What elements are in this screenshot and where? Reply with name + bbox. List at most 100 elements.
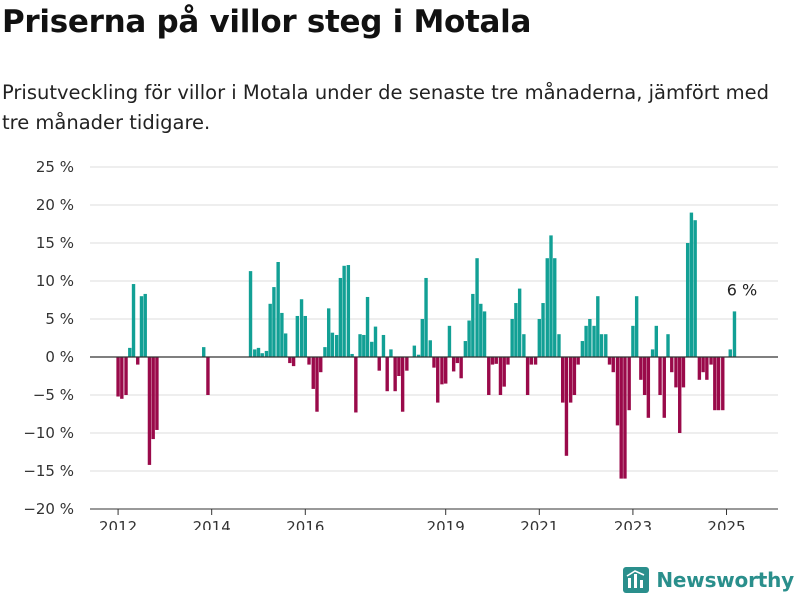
- bars: [116, 212, 737, 479]
- bar: [291, 357, 296, 367]
- y-tick-label: 20 %: [36, 196, 74, 214]
- y-tick-label: 0 %: [45, 348, 74, 366]
- bar: [545, 258, 549, 357]
- axes: [90, 356, 778, 510]
- bar: [424, 277, 428, 357]
- bar: [553, 258, 557, 357]
- brand-logo: Newsworthy: [622, 566, 794, 594]
- x-tick-label: 2012: [99, 518, 137, 530]
- bar: [358, 334, 362, 357]
- bar: [646, 357, 651, 418]
- bar: [728, 349, 732, 357]
- bar: [517, 288, 522, 357]
- bar: [373, 326, 378, 357]
- bar: [385, 357, 389, 392]
- bar: [662, 357, 666, 418]
- bar: [631, 325, 635, 357]
- x-tick-label: 2016: [286, 518, 324, 530]
- bar: [276, 262, 280, 357]
- bar: [432, 357, 436, 368]
- bar: [541, 303, 545, 357]
- bar: [697, 357, 702, 380]
- y-tick-label: −5 %: [33, 386, 74, 404]
- bar: [319, 357, 323, 373]
- bar: [397, 357, 401, 376]
- bar: [440, 357, 444, 385]
- bar: [475, 258, 479, 357]
- bar: [248, 271, 253, 357]
- bar: [428, 340, 432, 357]
- bar: [256, 347, 261, 357]
- bar: [459, 357, 463, 379]
- bar: [420, 319, 424, 357]
- bar: [151, 357, 155, 440]
- bar: [451, 357, 456, 372]
- bar: [365, 296, 370, 357]
- y-axis-labels: −20 % −15 % −10 % −5 % 0 % 5 % 10 % 15 % 20 % 25 …: [23, 158, 74, 518]
- bar: [607, 357, 612, 365]
- bar: [334, 334, 339, 357]
- bar: [713, 357, 717, 411]
- y-tick-label: 25 %: [36, 158, 74, 176]
- bar: [416, 354, 421, 357]
- bar: [350, 353, 354, 357]
- bar: [311, 357, 315, 389]
- bar: [506, 357, 510, 365]
- bar: [487, 357, 491, 395]
- bar: [650, 349, 655, 357]
- bar: [502, 357, 506, 387]
- bar: [592, 325, 596, 357]
- bar: [666, 334, 670, 357]
- bar: [494, 357, 498, 364]
- bar: [611, 357, 615, 373]
- bar: [634, 296, 639, 357]
- x-tick-label: 2019: [427, 518, 465, 530]
- bar: [326, 308, 331, 357]
- bar: [131, 284, 136, 357]
- bar: [463, 341, 468, 357]
- bar: [381, 334, 386, 357]
- y-tick-label: −20 %: [23, 500, 74, 518]
- bar: [471, 293, 475, 357]
- bar: [147, 357, 152, 465]
- bar: [467, 320, 471, 357]
- bar: [272, 287, 276, 357]
- bar: [253, 349, 257, 357]
- bar: [549, 235, 553, 357]
- bar: [514, 303, 518, 357]
- bar: [685, 243, 690, 357]
- bar: [716, 357, 721, 411]
- bar: [615, 357, 620, 426]
- bar: [681, 357, 686, 388]
- bar: [202, 347, 206, 357]
- bar: [307, 357, 311, 365]
- bar: [564, 357, 569, 456]
- y-tick-label: 10 %: [36, 272, 74, 290]
- bar: [354, 357, 358, 413]
- bar: [709, 357, 713, 365]
- bar: [670, 357, 674, 373]
- bar: [604, 334, 608, 357]
- x-tick-label: 2025: [707, 518, 745, 530]
- y-tick-label: −15 %: [23, 462, 74, 480]
- bar: [315, 357, 319, 412]
- bar: [155, 357, 159, 430]
- bar: [377, 357, 381, 371]
- grid-lines: [90, 166, 778, 510]
- x-tick-label: 2014: [193, 518, 231, 530]
- bar: [206, 357, 210, 395]
- bar: [436, 357, 440, 403]
- y-tick-label: 15 %: [36, 234, 74, 252]
- bar-chart: −20 % −15 % −10 % −5 % 0 % 5 % 10 % 15 % 20 % 25 …: [23, 158, 778, 530]
- bar: [678, 357, 682, 433]
- bar: [623, 357, 627, 479]
- brand-name: Newsworthy: [656, 568, 794, 592]
- bar: [599, 334, 604, 357]
- bar: [596, 296, 600, 357]
- bar: [693, 220, 697, 357]
- bar: [642, 357, 647, 395]
- bar: [405, 357, 409, 371]
- bar: [120, 357, 124, 399]
- bar: [323, 347, 327, 357]
- bar: [479, 303, 483, 357]
